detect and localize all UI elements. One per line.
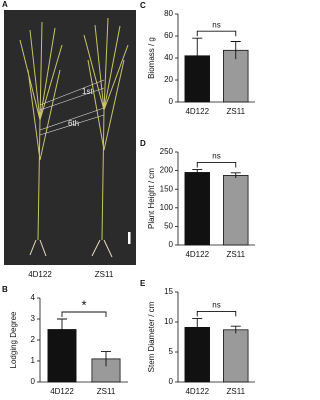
significance-label: ns [212,152,220,161]
y-tick-label: 1 [31,356,36,365]
variety-label: ZS11 [95,270,114,279]
node-lines [39,79,105,136]
annotation: 1st [82,87,93,96]
y-axis-label: Stem Diameter / cm [147,301,156,372]
significance-bracket [196,162,237,168]
error-bar [192,169,203,176]
y-tick-label: 250 [160,147,174,156]
y-tick-label: 80 [164,9,173,18]
y-axis-label: Lodging Degree [9,311,18,368]
y-tick-label: 4 [31,293,36,302]
bar [223,329,249,383]
panel-label: D [140,139,146,148]
panel-label: B [2,285,8,294]
error-bar [230,41,241,60]
panel-label: A [2,0,8,9]
error-bar [230,325,241,334]
significance-bracket [196,310,237,317]
figure: A 1st 6th 4D122 ZS11 B Lodging Degree 0 1 2 3… [2,0,255,396]
x-tick-label: ZS11 [226,107,245,116]
scale-bar [128,232,131,244]
x-tick-label: 4D122 [50,387,74,396]
significance-label: ns [212,301,220,310]
bar [184,326,210,383]
y-tick-label: 100 [160,203,174,212]
x-tick-label: ZS11 [226,250,245,259]
photo-background [4,10,136,265]
annotation: 6th [68,119,79,128]
significance-bracket [61,311,107,317]
photo-panel: A 1st 6th 4D122 ZS11 [2,0,136,279]
y-tick-label: 15 [164,287,173,296]
error-bar [192,37,203,74]
y-tick-label: 0 [169,97,174,106]
y-tick-label: 20 [164,75,173,84]
y-axis-label: Plant Height / cm [147,168,156,229]
x-tick-label: ZS11 [97,387,116,396]
y-tick-label: 3 [31,314,36,323]
y-tick-label: 50 [164,222,173,231]
x-tick-label: 4D122 [185,107,209,116]
bar [223,175,249,246]
error-bar [230,172,241,179]
error-bar [192,317,203,337]
y-tick-label: 2 [31,335,36,344]
y-axis-label: Biomass / g [147,37,156,79]
y-tick-label: 40 [164,53,173,62]
y-tick-label: 5 [169,347,174,356]
y-tick-label: 150 [160,184,174,193]
error-bar [57,318,67,340]
significance-label: ns [212,20,220,29]
y-tick-label: 0 [169,377,174,386]
error-bar [101,351,111,367]
x-tick-label: 4D122 [185,387,209,396]
significance-label: * [81,297,86,312]
y-tick-label: 0 [169,240,174,249]
plants [19,17,129,258]
y-tick-label: 10 [164,317,173,326]
x-tick-label: 4D122 [185,250,209,259]
x-tick-label: ZS11 [226,387,245,396]
variety-label: 4D122 [28,270,52,279]
y-tick-label: 60 [164,31,173,40]
y-tick-label: 0 [31,377,36,386]
panel-label: C [140,1,146,10]
panel-label: E [140,279,146,288]
y-tick-label: 200 [160,166,174,175]
significance-bracket [196,30,237,37]
bar [184,172,210,246]
